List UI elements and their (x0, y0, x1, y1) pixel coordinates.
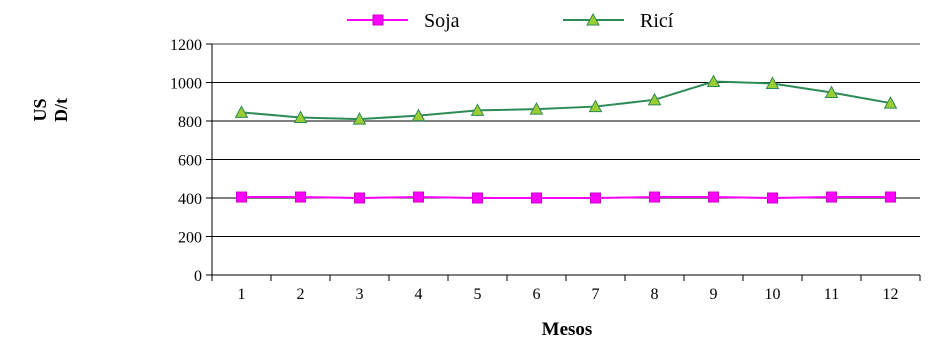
legend: Soja Ricí (347, 10, 674, 32)
series-line-rici (241, 80, 891, 121)
series-line-soja (241, 196, 891, 200)
rici-point (352, 112, 367, 125)
y-axis-label-line-1: US (30, 98, 50, 121)
y-axis-label-line-2: D/t (51, 98, 71, 122)
rici-point (883, 96, 898, 109)
rici-point (765, 76, 780, 89)
series-group (234, 74, 898, 204)
legend-rici-label: Ricí (640, 10, 674, 32)
x-tick-label: 12 (883, 286, 899, 303)
x-tick-label: 11 (824, 286, 839, 303)
y-tick-labels: 0 200 400 600 800 1000 1200 (170, 37, 202, 285)
legend-rici-marker (586, 12, 600, 26)
soja-point (649, 191, 660, 203)
x-tick-label: 7 (592, 286, 600, 303)
soja-point (413, 191, 424, 203)
axes (206, 43, 921, 281)
x-tick-labels: 1 2 3 4 5 6 7 8 9 10 11 12 (238, 286, 899, 303)
gridlines (212, 43, 920, 237)
soja-point (472, 192, 483, 204)
soja-point (354, 192, 365, 204)
soja-point (590, 192, 601, 204)
rici-point (293, 110, 308, 124)
rici-point (234, 105, 249, 118)
x-axis-label: Mesos (542, 319, 593, 340)
y-tick-label: 400 (178, 191, 202, 208)
y-tick-label: 0 (194, 268, 202, 285)
soja-point (531, 192, 542, 204)
x-tick-label: 3 (356, 286, 364, 303)
rici-point (647, 92, 662, 106)
y-tick-label: 600 (178, 153, 202, 170)
soja-point (708, 191, 719, 203)
soja-point (885, 191, 896, 203)
x-tick-label: 9 (710, 286, 718, 303)
legend-soja-marker (372, 14, 384, 26)
legend-soja-label: Soja (424, 10, 460, 32)
rici-point (529, 102, 544, 115)
x-tick-label: 2 (297, 286, 305, 303)
x-tick-label: 4 (415, 286, 423, 303)
rici-point (411, 108, 426, 122)
y-tick-label: 800 (178, 114, 202, 131)
soja-point (236, 191, 247, 203)
x-tick-label: 6 (533, 286, 541, 303)
rici-point (706, 74, 721, 88)
soja-point (767, 192, 778, 204)
rici-point (588, 99, 603, 113)
x-tick-label: 8 (651, 286, 659, 303)
y-tick-label: 200 (178, 230, 202, 247)
soja-point (295, 191, 306, 203)
y-tick-label: 1000 (170, 76, 202, 93)
rici-point (470, 103, 485, 116)
x-tick-label: 1 (238, 286, 246, 303)
y-tick-label: 1200 (170, 37, 202, 54)
rici-point (824, 85, 839, 99)
x-tick-label: 10 (765, 286, 781, 303)
x-tick-label: 5 (474, 286, 482, 303)
soja-point (826, 191, 837, 203)
